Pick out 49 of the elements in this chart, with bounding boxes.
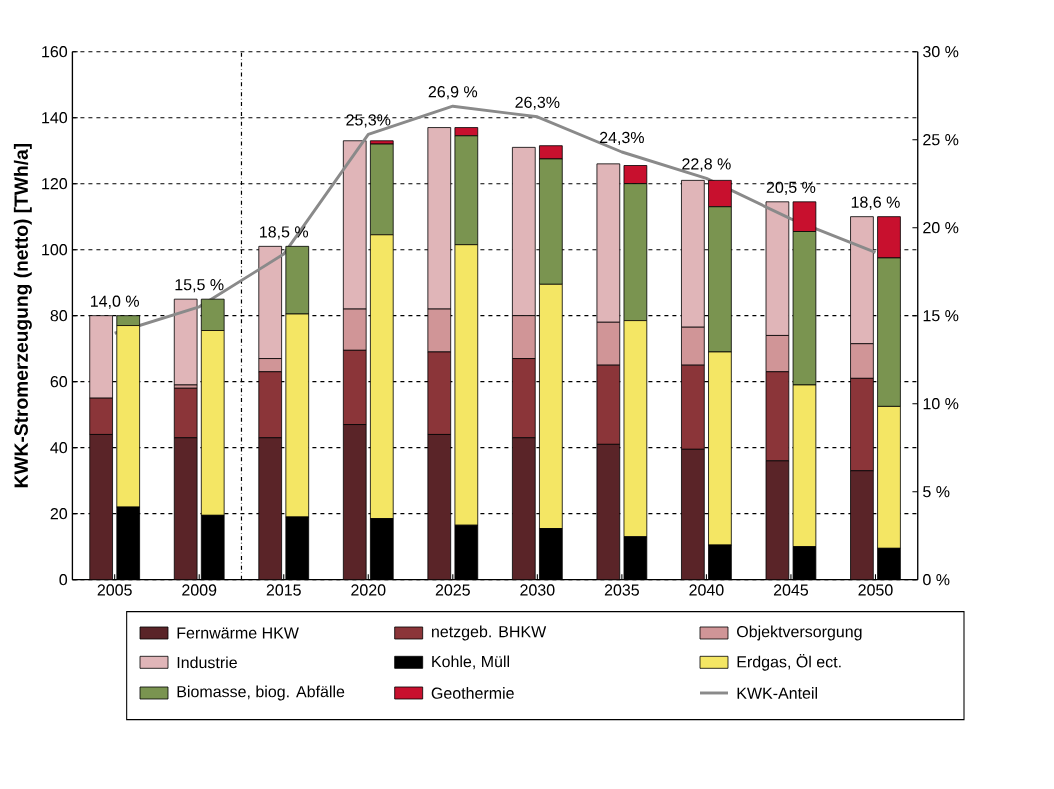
legend-label: Geothermie	[431, 687, 514, 699]
x-tick-label: 2020	[351, 584, 386, 596]
bar	[89, 434, 113, 580]
y2-tick-label: 20 %	[923, 222, 959, 234]
x-tick-label: 2009	[182, 584, 217, 596]
x-tick-label: 2005	[97, 584, 132, 596]
data-label: 22,8 %	[682, 158, 731, 172]
data-label: 15,5 %	[175, 279, 224, 293]
y2-tick-label: 0 %	[923, 574, 950, 586]
y-tick-label: 20	[50, 508, 68, 520]
legend-label: Objektversorgung	[737, 625, 862, 641]
legend-label: Biomasse, biog. Abfälle	[177, 685, 345, 701]
data-label: 18,5 %	[260, 226, 309, 240]
x-tick-label: 2040	[689, 584, 724, 596]
y2-tick-label: 25 %	[923, 134, 959, 146]
data-label: 26,9 %	[428, 86, 478, 100]
data-label: 14,0 %	[90, 295, 139, 309]
y-axis-title: KWK-Stromerzeugung (netto) [TWh/a]	[13, 143, 32, 488]
bar	[681, 448, 705, 580]
y-tick-label: 100	[42, 244, 68, 256]
data-label: 25,3%	[346, 114, 391, 128]
y2-tick-label: 10 %	[923, 398, 959, 410]
y-tick-label: 80	[50, 310, 68, 322]
legend-label: KWK-Anteil	[737, 687, 817, 699]
x-tick-label: 2025	[435, 584, 470, 596]
y-tick-label: 60	[50, 376, 68, 388]
x-tick-label: 2035	[604, 584, 639, 596]
data-label: 24,3%	[599, 131, 644, 146]
x-tick-label: 2030	[520, 584, 555, 596]
y2-tick-label: 5 %	[923, 486, 950, 498]
legend-label: Erdgas, Öl ect.	[737, 653, 841, 671]
legend-label: Fernwärme HKW	[177, 627, 299, 639]
data-label: 20,5 %	[766, 181, 816, 195]
x-tick-label: 2050	[858, 584, 893, 596]
bar	[850, 470, 874, 580]
data-label: 18,6 %	[851, 196, 900, 210]
y-tick-label: 140	[42, 112, 68, 124]
y-tick-label: 0	[59, 574, 68, 586]
y-tick-label: 40	[50, 442, 68, 454]
y-tick-label: 120	[42, 178, 68, 190]
y2-tick-label: 15 %	[923, 310, 959, 322]
data-label: 26,3%	[515, 96, 560, 110]
x-tick-label: 2045	[773, 584, 809, 596]
y-tick-label: 160	[42, 46, 68, 58]
y2-tick-label: 30 %	[923, 46, 959, 58]
legend-label: Industrie	[177, 656, 237, 669]
x-tick-label: 2015	[266, 584, 301, 596]
legend-label: netzgeb. BHKW	[432, 625, 547, 641]
legend-label: Kohle, Müll	[432, 655, 509, 670]
